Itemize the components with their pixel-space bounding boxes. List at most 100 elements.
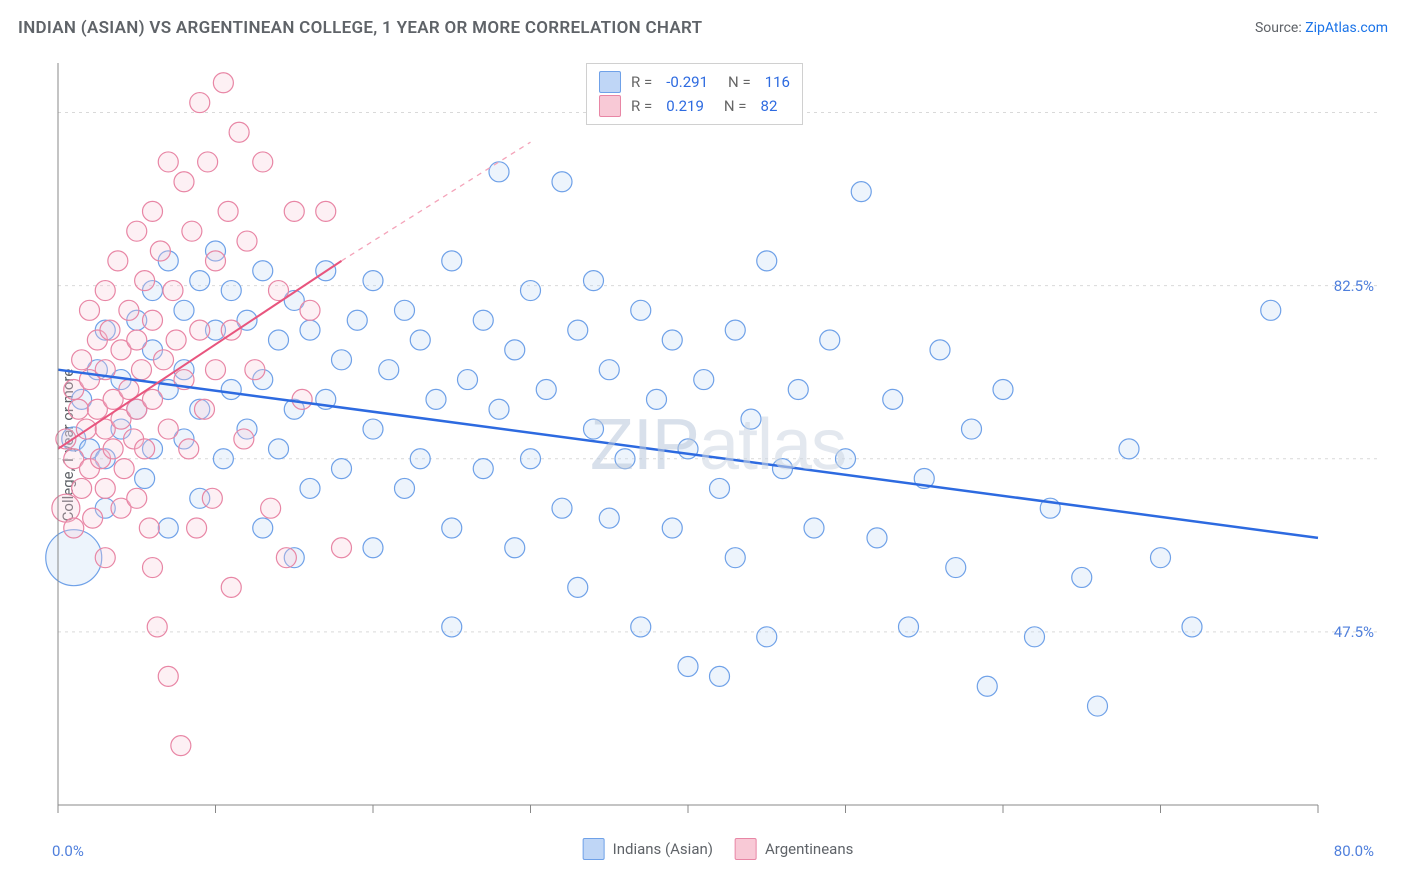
data-point-indians-asian[interactable] [757,627,777,647]
data-point-indians-asian[interactable] [694,370,714,390]
data-point-indians-asian[interactable] [395,478,415,498]
data-point-indians-asian[interactable] [741,409,761,429]
data-point-argentineans[interactable] [95,281,115,301]
data-point-indians-asian[interactable] [442,518,462,538]
data-point-argentineans[interactable] [284,201,304,221]
data-point-argentineans[interactable] [171,736,191,756]
data-point-indians-asian[interactable] [599,360,619,380]
data-point-argentineans[interactable] [143,310,163,330]
data-point-indians-asian[interactable] [489,162,509,182]
data-point-indians-asian[interactable] [725,320,745,340]
data-point-indians-asian[interactable] [1182,617,1202,637]
data-point-argentineans[interactable] [245,360,265,380]
data-point-argentineans[interactable] [194,399,214,419]
data-point-indians-asian[interactable] [442,617,462,637]
data-point-argentineans[interactable] [202,488,222,508]
data-point-indians-asian[interactable] [568,320,588,340]
data-point-indians-asian[interactable] [962,419,982,439]
data-point-indians-asian[interactable] [662,518,682,538]
data-point-indians-asian[interactable] [395,300,415,320]
data-point-argentineans[interactable] [154,350,174,370]
data-point-indians-asian[interactable] [505,340,525,360]
data-point-indians-asian[interactable] [253,261,273,281]
data-point-argentineans[interactable] [190,93,210,113]
data-point-argentineans[interactable] [198,152,218,172]
data-point-indians-asian[interactable] [599,508,619,528]
data-point-indians-asian[interactable] [473,459,493,479]
data-point-indians-asian[interactable] [1088,696,1108,716]
data-point-argentineans[interactable] [163,281,183,301]
data-point-argentineans[interactable] [135,271,155,291]
data-point-indians-asian[interactable] [521,449,541,469]
data-point-indians-asian[interactable] [363,419,383,439]
data-point-indians-asian[interactable] [442,251,462,271]
data-point-argentineans[interactable] [103,439,123,459]
data-point-argentineans[interactable] [127,488,147,508]
data-point-indians-asian[interactable] [190,271,210,291]
data-point-indians-asian[interactable] [946,558,966,578]
data-point-indians-asian[interactable] [977,676,997,696]
data-point-argentineans[interactable] [292,389,312,409]
data-point-indians-asian[interactable] [269,439,289,459]
data-point-indians-asian[interactable] [615,449,635,469]
data-point-argentineans[interactable] [135,439,155,459]
data-point-argentineans[interactable] [166,330,186,350]
data-point-indians-asian[interactable] [788,379,808,399]
data-point-indians-asian[interactable] [1025,627,1045,647]
data-point-indians-asian[interactable] [1151,548,1171,568]
data-point-argentineans[interactable] [158,419,178,439]
data-point-argentineans[interactable] [108,251,128,271]
data-point-indians-asian[interactable] [221,379,241,399]
data-point-indians-asian[interactable] [213,449,233,469]
data-point-argentineans[interactable] [95,478,115,498]
data-point-indians-asian[interactable] [662,330,682,350]
data-point-indians-asian[interactable] [1072,567,1092,587]
data-point-argentineans[interactable] [83,508,103,528]
data-point-indians-asian[interactable] [300,320,320,340]
data-point-argentineans[interactable] [72,478,92,498]
data-point-argentineans[interactable] [147,617,167,637]
data-point-argentineans[interactable] [300,300,320,320]
data-point-indians-asian[interactable] [135,469,155,489]
data-point-indians-asian[interactable] [899,617,919,637]
data-point-argentineans[interactable] [206,360,226,380]
data-point-argentineans[interactable] [190,320,210,340]
data-point-indians-asian[interactable] [584,271,604,291]
data-point-indians-asian[interactable] [300,478,320,498]
data-point-argentineans[interactable] [253,152,273,172]
data-point-argentineans[interactable] [206,251,226,271]
data-point-indians-asian[interactable] [804,518,824,538]
data-point-argentineans[interactable] [179,439,199,459]
data-point-indians-asian[interactable] [710,666,730,686]
data-point-indians-asian[interactable] [347,310,367,330]
data-point-indians-asian[interactable] [631,617,651,637]
data-point-indians-asian[interactable] [221,281,241,301]
data-point-indians-asian[interactable] [379,360,399,380]
data-point-argentineans[interactable] [127,330,147,350]
data-point-argentineans[interactable] [143,558,163,578]
data-point-indians-asian[interactable] [332,459,352,479]
data-point-argentineans[interactable] [158,152,178,172]
data-point-indians-asian[interactable] [584,419,604,439]
data-point-argentineans[interactable] [150,241,170,261]
data-point-indians-asian[interactable] [883,389,903,409]
data-point-argentineans[interactable] [237,231,257,251]
data-point-indians-asian[interactable] [631,300,651,320]
data-point-indians-asian[interactable] [426,389,446,409]
data-point-indians-asian[interactable] [930,340,950,360]
data-point-indians-asian[interactable] [158,518,178,538]
data-point-argentineans[interactable] [332,538,352,558]
data-point-indians-asian[interactable] [851,182,871,202]
data-point-indians-asian[interactable] [568,577,588,597]
data-point-indians-asian[interactable] [552,498,572,518]
data-point-argentineans[interactable] [114,459,134,479]
data-point-indians-asian[interactable] [505,538,525,558]
data-point-argentineans[interactable] [80,300,100,320]
data-point-argentineans[interactable] [72,350,92,370]
data-point-argentineans[interactable] [127,221,147,241]
data-point-indians-asian[interactable] [363,271,383,291]
data-point-indians-asian[interactable] [489,399,509,419]
data-point-indians-asian[interactable] [725,548,745,568]
data-point-indians-asian[interactable] [552,172,572,192]
data-point-argentineans[interactable] [234,429,254,449]
